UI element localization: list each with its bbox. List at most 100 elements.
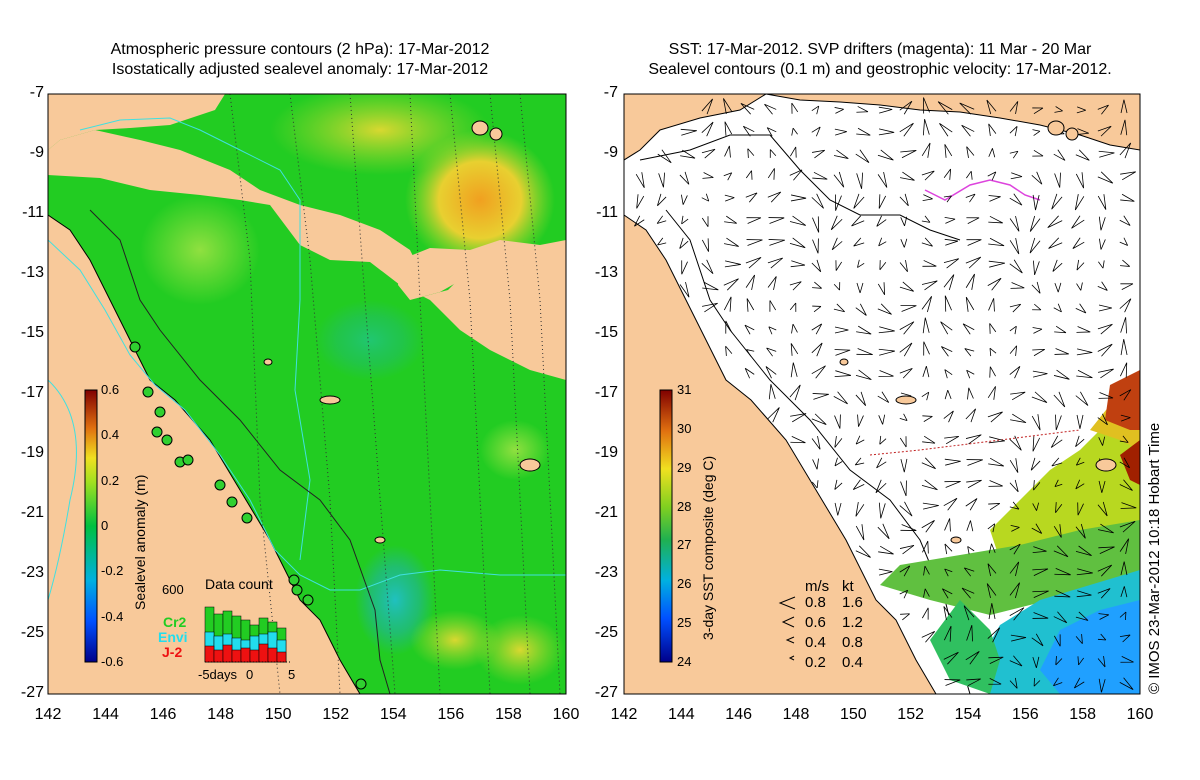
velocity-arrow <box>834 349 851 356</box>
velocity-arrow <box>1075 479 1085 490</box>
velocity-arrow <box>852 479 865 490</box>
velocity-arrow <box>877 171 888 188</box>
velocity-arrow <box>834 457 843 467</box>
velocity-arrow <box>790 436 806 444</box>
velocity-arrow <box>764 103 777 115</box>
velocity-arrow <box>941 346 953 357</box>
velocity-arrow <box>989 366 996 378</box>
velocity-arrow <box>1009 303 1022 313</box>
velocity-arrow <box>679 281 690 298</box>
sst-colorbar-tick: 26 <box>677 576 692 592</box>
y-tick-label-left: -21 <box>20 504 44 521</box>
velocity-arrow <box>834 502 842 516</box>
sst-colorbar-tick: 29 <box>677 459 692 475</box>
velocity-arrow <box>1054 325 1067 334</box>
velocity-arrow <box>701 121 714 137</box>
velocity-arrow <box>988 603 996 620</box>
velocity-arrow <box>878 106 893 114</box>
velocity-arrow <box>1009 655 1023 667</box>
velocity-arrow <box>1009 561 1020 577</box>
x-tick-label-left: 158 <box>495 706 522 723</box>
velocity-arrow <box>831 237 843 251</box>
velocity-arrow <box>834 436 843 448</box>
velocity-arrow <box>943 195 952 203</box>
velocity-arrow <box>879 260 887 271</box>
velocity-arrow <box>1119 538 1130 554</box>
velocity-arrow <box>1048 237 1063 249</box>
velocity-arrow <box>1120 317 1127 334</box>
left-title-line1: Atmospheric pressure contours (2 hPa): 1… <box>110 41 490 58</box>
velocity-arrow <box>899 436 907 448</box>
velocity-arrow <box>1032 129 1041 136</box>
y-tick-label-left: -15 <box>20 324 44 341</box>
velocity-arrow <box>878 502 886 519</box>
velocity-arrow <box>811 193 824 209</box>
velocity-arrow <box>1033 260 1040 276</box>
velocity-arrow <box>921 391 930 401</box>
x-tick-label-left: 142 <box>34 706 62 723</box>
velocity-arrow <box>830 215 843 231</box>
velocity-arrow <box>853 237 865 247</box>
velocity-arrow <box>1055 502 1063 514</box>
velocity-arrow <box>922 502 939 510</box>
velocity-legend-kt: 1.6 <box>842 594 863 611</box>
velocity-arrow <box>855 502 865 517</box>
y-tick-label-right: -25 <box>594 624 618 641</box>
velocity-arrow <box>988 656 1004 664</box>
imos-credit: © IMOS 23-Mar-2012 10:18 Hobart Time <box>1146 422 1163 694</box>
right-map-title: SST: 17-Mar-2012. SVP drifters (magenta)… <box>600 40 1160 80</box>
velocity-arrow <box>900 150 917 159</box>
velocity-arrow <box>1010 413 1027 424</box>
velocity-arrow <box>1074 194 1085 211</box>
velocity-arrow <box>636 194 645 209</box>
velocity-arrow <box>789 237 806 249</box>
velocity-arrow <box>855 545 871 558</box>
x-tick-label-left: 146 <box>149 706 177 723</box>
velocity-arrow <box>1053 634 1061 647</box>
velocity-arrow <box>1073 677 1085 689</box>
velocity-arrow <box>1119 479 1133 491</box>
velocity-arrow <box>1098 480 1106 493</box>
velocity-arrow <box>1052 259 1063 272</box>
velocity-arrow <box>811 126 821 137</box>
velocity-arrow <box>1029 215 1041 232</box>
velocity-arrow <box>1098 678 1106 693</box>
velocity-arrow <box>944 435 959 445</box>
velocity-arrow <box>835 260 843 271</box>
sealevel-colorbar-tick: -0.4 <box>101 608 124 624</box>
velocity-arrow <box>1119 435 1129 443</box>
velocity-arrow <box>965 498 978 511</box>
velocity-arrow <box>967 387 974 400</box>
velocity-arrow <box>1097 413 1108 426</box>
velocity-arrow <box>723 98 733 114</box>
velocity-arrow <box>944 390 952 400</box>
x-tick-label-right: 142 <box>610 706 638 723</box>
velocity-arrow <box>1120 99 1128 114</box>
velocity-arrow <box>1099 238 1106 250</box>
velocity-arrow <box>1053 149 1066 161</box>
right-title-line2: Sealevel contours (0.1 m) and geostrophi… <box>648 61 1112 78</box>
velocity-arrow <box>680 149 696 159</box>
velocity-arrow <box>1031 281 1041 294</box>
velocity-arrow <box>987 171 997 181</box>
x-tick-label-left: 154 <box>379 706 407 723</box>
y-tick-label-left: -9 <box>29 144 44 161</box>
sst-colorbar-tick: 27 <box>677 537 692 553</box>
velocity-arrow <box>1120 119 1128 136</box>
velocity-arrow <box>937 101 953 115</box>
velocity-arrow <box>680 128 697 136</box>
velocity-arrow <box>1032 194 1040 211</box>
velocity-arrow <box>811 342 823 357</box>
velocity-arrow <box>1098 260 1105 269</box>
velocity-arrow <box>921 142 931 158</box>
velocity-arrow <box>768 217 785 224</box>
velocity-arrow <box>1097 501 1108 517</box>
velocity-arrow <box>812 458 819 470</box>
velocity-arrow <box>1033 480 1041 491</box>
x-tick-label-right: 156 <box>1011 706 1039 723</box>
velocity-arrow <box>1075 457 1085 466</box>
velocity-arrow <box>1098 546 1115 555</box>
velocity-arrow <box>1009 607 1025 621</box>
velocity-arrow <box>943 497 958 511</box>
velocity-arrow <box>1009 325 1017 335</box>
